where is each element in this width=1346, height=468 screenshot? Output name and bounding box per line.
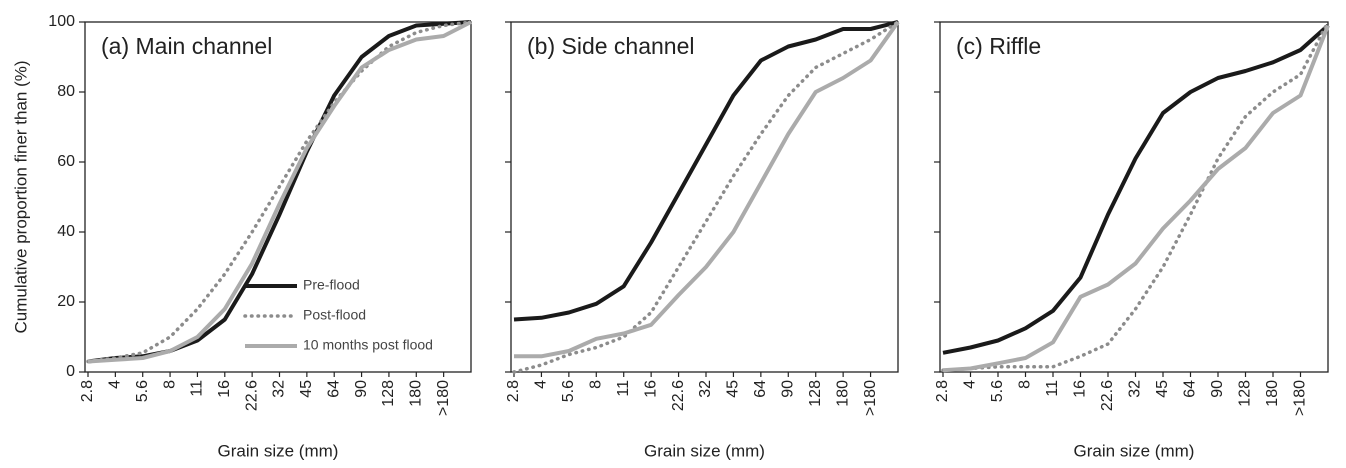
panel-title: (c) Riffle <box>956 33 1041 59</box>
x-tick-label: 2.8 <box>79 380 96 402</box>
x-tick-label: 64 <box>325 380 342 398</box>
series-line <box>941 20 1330 373</box>
panel: 2.8 4 5.6 8 11 16 22.6 32 45 64 90 128 180 >180 (b) Si… <box>505 20 900 460</box>
x-tick-label: 45 <box>298 380 315 398</box>
x-tick-label: 128 <box>807 380 824 407</box>
y-tick-label: 80 <box>57 83 75 100</box>
series-line <box>512 20 900 374</box>
y-axis-label: Cumulative proportion finer than (%) <box>11 60 30 333</box>
x-tick-label: 11 <box>615 380 632 397</box>
x-tick-label: 11 <box>189 380 206 397</box>
x-tick-label: 180 <box>408 380 425 407</box>
x-tick-label: 128 <box>1237 380 1254 407</box>
x-tick-label: 22.6 <box>670 380 687 411</box>
y-tick-label: 20 <box>57 293 75 310</box>
x-tick-label: 90 <box>1209 380 1226 398</box>
series-line <box>513 20 899 322</box>
x-tick-label: 22.6 <box>1099 380 1116 411</box>
x-tick-label: 4 <box>533 380 550 389</box>
series-line <box>87 20 472 364</box>
series-line <box>87 20 472 364</box>
x-tick-label: 64 <box>752 380 769 398</box>
panel-title: (b) Side channel <box>527 33 695 59</box>
x-tick-label: 128 <box>380 380 397 407</box>
x-tick-label: 2.8 <box>505 380 522 402</box>
x-tick-label: 32 <box>1127 380 1144 398</box>
x-tick-label: 4 <box>107 380 124 389</box>
x-tick-label: 5.6 <box>989 380 1006 402</box>
x-tick-label: 90 <box>780 380 797 398</box>
x-axis-label: Grain size (mm) <box>644 441 765 460</box>
x-tick-label: 16 <box>216 380 233 398</box>
plot-frame <box>939 21 1329 373</box>
plot-frame <box>510 21 899 373</box>
series-line <box>942 24 1330 373</box>
x-tick-label: 8 <box>588 380 605 389</box>
x-tick-label: 64 <box>1182 380 1199 398</box>
x-tick-label: 90 <box>353 380 370 398</box>
panel: 2.8 4 5.6 8 11 16 22.6 32 45 64 90 128 180 >180 (c) Ri… <box>934 20 1330 460</box>
series-line <box>942 24 1330 355</box>
x-axis-label: Grain size (mm) <box>218 441 339 460</box>
x-tick-label: 45 <box>1154 380 1171 398</box>
x-tick-label: 5.6 <box>560 380 577 402</box>
x-tick-label: 32 <box>271 380 288 398</box>
x-tick-label: 11 <box>1044 380 1061 397</box>
y-tick-label: 0 <box>66 363 75 380</box>
panel-title: (a) Main channel <box>101 33 272 59</box>
plot-frame <box>84 21 472 373</box>
legend-label: Post-flood <box>303 307 366 323</box>
x-tick-label: >180 <box>435 380 452 416</box>
legend-label: Pre-flood <box>303 277 360 293</box>
x-tick-label: 45 <box>725 380 742 398</box>
y-tick-label: 100 <box>48 13 75 30</box>
series-line <box>514 20 900 359</box>
x-tick-label: >180 <box>862 380 879 416</box>
x-tick-label: 180 <box>1264 380 1281 407</box>
x-tick-label: 8 <box>1017 380 1034 389</box>
x-tick-label: 16 <box>1072 380 1089 398</box>
panel: 0 20 40 60 80 100 2.8 4 5.6 8 11 16 22.6 32 45 64 90 128 1… <box>11 13 473 460</box>
x-axis-label: Grain size (mm) <box>1074 441 1195 460</box>
x-tick-label: 2.8 <box>934 380 951 402</box>
y-tick-label: 60 <box>57 153 75 170</box>
x-tick-label: 180 <box>834 380 851 407</box>
x-tick-label: 32 <box>697 380 714 398</box>
x-tick-label: 8 <box>161 380 178 389</box>
x-tick-label: 5.6 <box>134 380 151 402</box>
legend-label: 10 months post flood <box>303 337 433 353</box>
x-tick-label: 16 <box>642 380 659 398</box>
x-tick-label: 4 <box>962 380 979 389</box>
series-line <box>86 20 473 364</box>
x-tick-label: 22.6 <box>243 380 260 411</box>
y-tick-label: 40 <box>57 223 75 240</box>
x-tick-label: >180 <box>1292 380 1309 416</box>
